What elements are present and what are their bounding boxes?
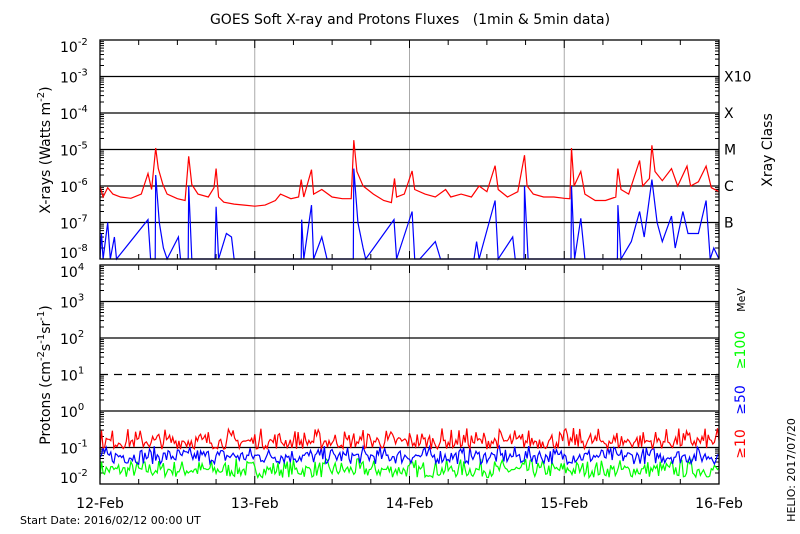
xray-class-label: B [724, 216, 734, 232]
legend-ge50: ≥50 [733, 385, 749, 415]
proton-series-line [99, 444, 720, 466]
xray-panel: 10-2 10-3 10-4 10-5 10-6 10-7 10-8 X10 X M C B [60, 37, 751, 262]
xray-y-tick-label: 10-8 [60, 243, 88, 262]
xray-plot-frame [99, 39, 720, 260]
proton-y-tick-label: 102 [60, 329, 84, 348]
start-date: Start Date: 2016/02/12 00:00 UT [20, 514, 201, 527]
xray-class-label: C [724, 179, 734, 195]
proton-series-line [99, 457, 720, 480]
chart-title: GOES Soft X-ray and Protons Fluxes (1min… [210, 12, 610, 28]
proton-y-tick-label: 103 [60, 293, 84, 312]
x-tick-label: 12-Feb [76, 496, 124, 512]
xray-y-tick-label: 10-6 [60, 177, 88, 196]
legend-ge10: ≥10 [733, 429, 749, 459]
proton-plot-frame [99, 264, 720, 485]
proton-y-tick-label: 10-1 [60, 439, 88, 458]
proton-y-axis-label: Protons (cm-2s-1sr-1) [36, 305, 54, 444]
xray-y-tick-label: 10-7 [60, 214, 88, 233]
x-tick-label: 13-Feb [231, 496, 279, 512]
xray-y-tick-label: 10-3 [60, 68, 88, 87]
xray-class-label: M [724, 143, 736, 159]
x-tick-label: 16-Feb [695, 496, 743, 512]
xray-class-label: X [724, 106, 734, 122]
xray-y-axis-label: X-rays (Watts m-2) [36, 86, 54, 213]
xray-long-series-line [99, 140, 720, 207]
xray-y-tick-label: 10-5 [60, 141, 88, 160]
xray-y-tick-label: 10-4 [60, 104, 88, 123]
helio-credit: HELIO: 2017/07/20 [785, 418, 798, 522]
proton-y-tick-label: 104 [60, 262, 84, 281]
proton-y-tick-label: 101 [60, 366, 84, 385]
x-tick-label: 14-Feb [386, 496, 434, 512]
proton-y-tick-label: 100 [60, 402, 84, 421]
proton-y-tick-label: 10-2 [60, 468, 88, 487]
energy-unit-label: MeV [735, 288, 748, 312]
xray-class-label: X10 [724, 70, 751, 86]
xray-class-axis-label: Xray Class [760, 113, 776, 187]
legend-ge100: ≥100 [733, 331, 749, 369]
x-tick-label: 15-Feb [540, 496, 588, 512]
xray-y-tick-label: 10-2 [60, 37, 88, 56]
proton-panel: 104 103 102 101 100 10-1 10-2 12-Feb 13-Feb 14-Fe… [60, 262, 743, 512]
proton-series-line [99, 427, 720, 451]
